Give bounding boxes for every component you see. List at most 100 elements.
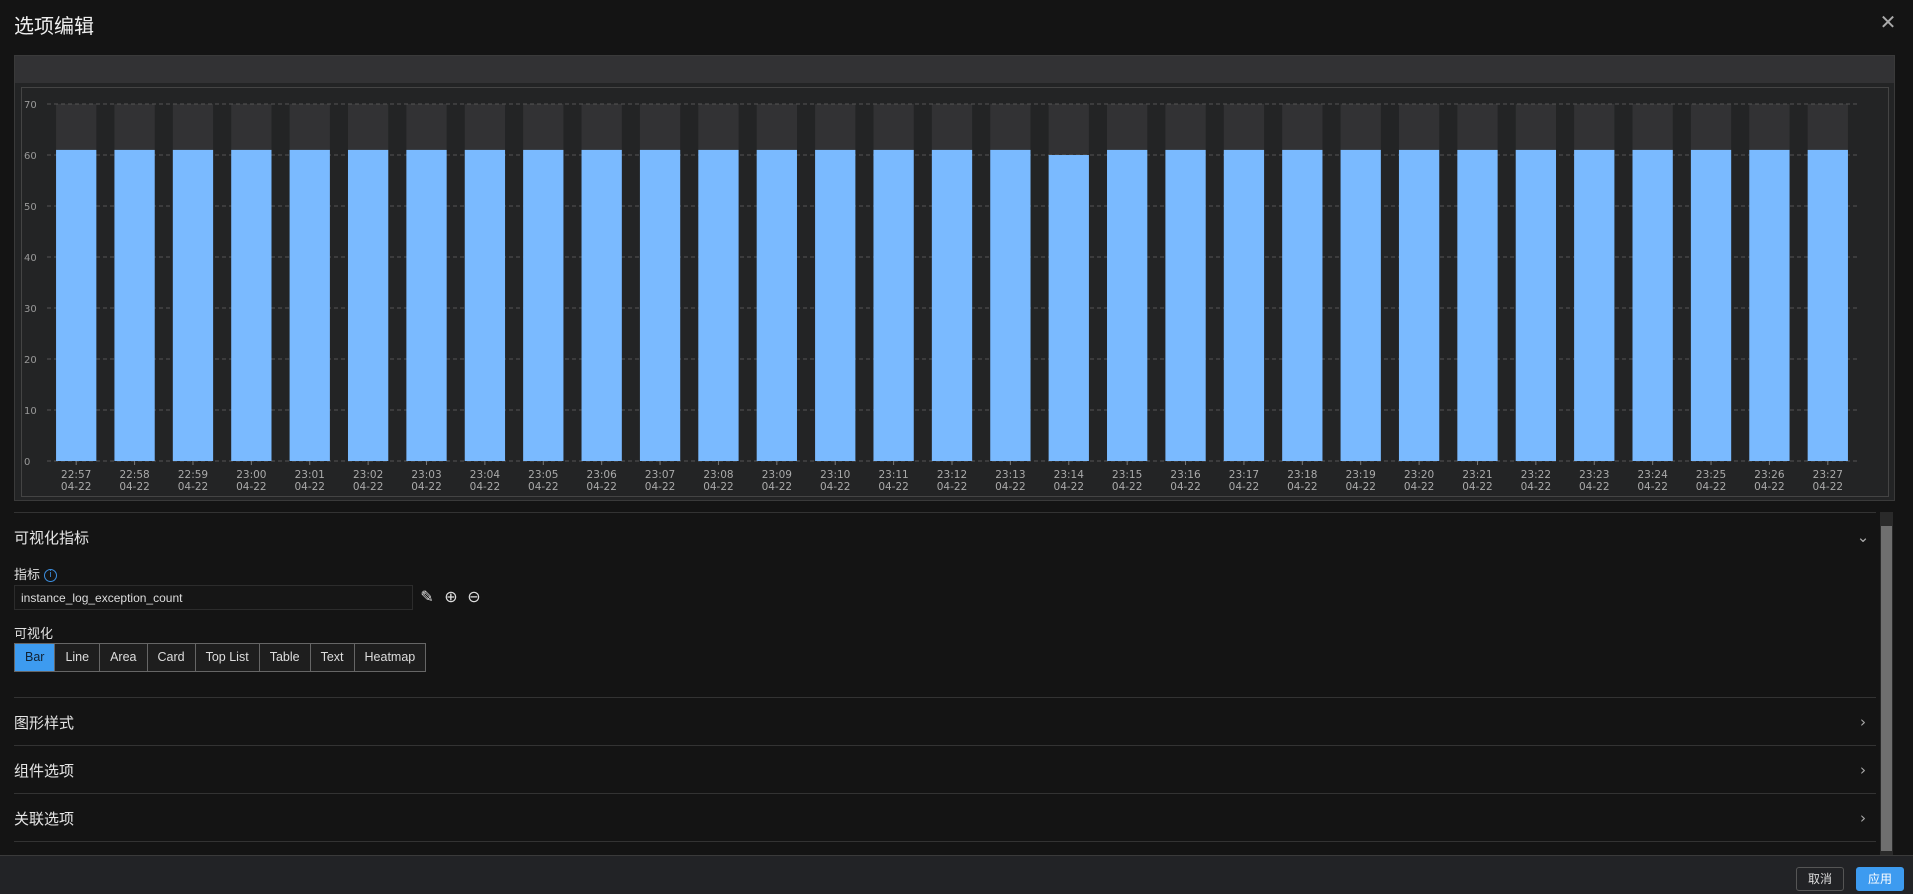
viz-option-area[interactable]: Area bbox=[99, 644, 147, 671]
x-tick-label: 23:13 04-22 bbox=[995, 469, 1026, 493]
x-tick-label: 23:03 04-22 bbox=[411, 469, 442, 493]
close-icon[interactable]: ✕ bbox=[1879, 10, 1897, 34]
section-title-metrics[interactable]: 可视化指标 bbox=[14, 529, 90, 547]
x-tick-label: 23:06 04-22 bbox=[586, 469, 617, 493]
bar bbox=[698, 149, 739, 461]
x-tick-label: 23:09 04-22 bbox=[762, 469, 793, 493]
section-link-options[interactable]: 关联选项 bbox=[14, 810, 75, 828]
scrollbar-thumb[interactable] bbox=[1881, 526, 1892, 851]
x-tick-label: 23:12 04-22 bbox=[937, 469, 968, 493]
bar bbox=[1690, 149, 1732, 461]
bar bbox=[1574, 149, 1615, 461]
x-tick-label: 23:04 04-22 bbox=[470, 469, 501, 493]
x-tick-label: 23:00 04-22 bbox=[236, 469, 267, 493]
add-circle-icon[interactable]: ⊕ bbox=[444, 587, 458, 606]
y-tick-label: 60 bbox=[24, 151, 37, 162]
bar bbox=[931, 149, 973, 461]
x-tick-label: 23:25 04-22 bbox=[1696, 469, 1727, 493]
x-tick-label: 23:21 04-22 bbox=[1462, 469, 1493, 493]
bar bbox=[990, 149, 1031, 461]
bar bbox=[523, 149, 564, 461]
bar bbox=[1515, 149, 1557, 461]
divider bbox=[14, 697, 1876, 698]
divider bbox=[14, 793, 1876, 794]
viz-option-card[interactable]: Card bbox=[146, 644, 195, 671]
viz-option-line[interactable]: Line bbox=[54, 644, 100, 671]
section-graph-style[interactable]: 图形样式 bbox=[14, 714, 75, 732]
dialog-footer: 取消 应用 bbox=[0, 855, 1913, 894]
apply-button[interactable]: 应用 bbox=[1856, 867, 1904, 891]
viz-option-text[interactable]: Text bbox=[309, 644, 354, 671]
bar bbox=[347, 149, 389, 461]
viz-option-table[interactable]: Table bbox=[258, 644, 310, 671]
x-tick-label: 23:15 04-22 bbox=[1112, 469, 1143, 493]
bar bbox=[639, 149, 681, 461]
metric-input[interactable] bbox=[14, 585, 413, 610]
x-tick-label: 23:01 04-22 bbox=[294, 469, 325, 493]
bar bbox=[1749, 149, 1790, 461]
chevron-right-icon[interactable]: › bbox=[1860, 809, 1866, 827]
x-tick-label: 22:57 04-22 bbox=[61, 469, 92, 493]
bar bbox=[581, 149, 622, 461]
dialog-title: 选项编辑 bbox=[14, 14, 94, 38]
bar bbox=[1632, 149, 1673, 461]
bar-chart: 0 10 20 30 40 50 60 70 22:57 04-22 22:58 04-22 22:59… bbox=[24, 100, 1857, 493]
y-tick-label: 10 bbox=[24, 406, 37, 417]
chart-container: 0 10 20 30 40 50 60 70 22:57 04-22 22:58 04-22 22:59… bbox=[21, 87, 1889, 497]
edit-pencil-icon[interactable]: ✎ bbox=[420, 587, 434, 606]
chevron-right-icon[interactable]: › bbox=[1860, 761, 1866, 779]
visualization-label: 可视化 bbox=[14, 627, 54, 642]
y-tick-label: 70 bbox=[24, 100, 37, 111]
bar bbox=[406, 149, 447, 461]
bar bbox=[1107, 149, 1148, 461]
x-tick-label: 23:14 04-22 bbox=[1054, 469, 1085, 493]
bar bbox=[1165, 149, 1206, 461]
y-tick-label: 50 bbox=[24, 202, 37, 213]
scrollbar[interactable] bbox=[1880, 512, 1893, 855]
divider bbox=[14, 745, 1876, 746]
x-tick-label: 23:19 04-22 bbox=[1345, 469, 1376, 493]
x-tick-label: 23:23 04-22 bbox=[1579, 469, 1610, 493]
chart-panel-header bbox=[15, 56, 1894, 83]
bar bbox=[56, 149, 97, 461]
metric-label: 指标 i bbox=[14, 564, 58, 583]
bar bbox=[172, 149, 214, 461]
bar bbox=[1398, 149, 1440, 461]
y-tick-label: 40 bbox=[24, 253, 37, 264]
y-tick-label: 30 bbox=[24, 304, 37, 315]
metric-label-text: 指标 bbox=[14, 568, 41, 583]
x-tick-label: 23:22 04-22 bbox=[1521, 469, 1552, 493]
x-tick-label: 23:11 04-22 bbox=[878, 469, 909, 493]
y-tick-label: 20 bbox=[24, 355, 37, 366]
bar bbox=[1457, 149, 1498, 461]
bar bbox=[1807, 149, 1848, 461]
bar bbox=[873, 149, 914, 461]
x-tick-label: 23:24 04-22 bbox=[1637, 469, 1668, 493]
bar bbox=[231, 149, 272, 461]
bar bbox=[1340, 149, 1381, 461]
chevron-down-icon[interactable]: ⌄ bbox=[1856, 528, 1870, 546]
x-tick-label: 22:59 04-22 bbox=[178, 469, 209, 493]
section-component-options[interactable]: 组件选项 bbox=[14, 762, 75, 780]
bar bbox=[815, 149, 856, 461]
x-tick-label: 23:05 04-22 bbox=[528, 469, 559, 493]
chevron-right-icon[interactable]: › bbox=[1860, 713, 1866, 731]
remove-circle-icon[interactable]: ⊖ bbox=[467, 587, 481, 606]
x-tick-label: 23:16 04-22 bbox=[1170, 469, 1201, 493]
bar bbox=[464, 149, 506, 461]
x-tick-label: 23:18 04-22 bbox=[1287, 469, 1318, 493]
bar bbox=[1048, 155, 1089, 461]
viz-option-heatmap[interactable]: Heatmap bbox=[353, 644, 426, 671]
viz-option-bar[interactable]: Bar bbox=[15, 644, 55, 671]
cancel-button[interactable]: 取消 bbox=[1796, 867, 1844, 891]
divider bbox=[14, 841, 1876, 842]
x-tick-label: 23:08 04-22 bbox=[703, 469, 734, 493]
info-icon[interactable]: i bbox=[44, 569, 58, 582]
x-tick-label: 23:27 04-22 bbox=[1813, 469, 1844, 493]
viz-option-top-list[interactable]: Top List bbox=[194, 644, 259, 671]
x-tick-label: 23:07 04-22 bbox=[645, 469, 676, 493]
x-tick-label: 23:20 04-22 bbox=[1404, 469, 1435, 493]
bar bbox=[114, 149, 155, 461]
x-tick-label: 23:02 04-22 bbox=[353, 469, 384, 493]
x-tick-label: 23:26 04-22 bbox=[1754, 469, 1785, 493]
